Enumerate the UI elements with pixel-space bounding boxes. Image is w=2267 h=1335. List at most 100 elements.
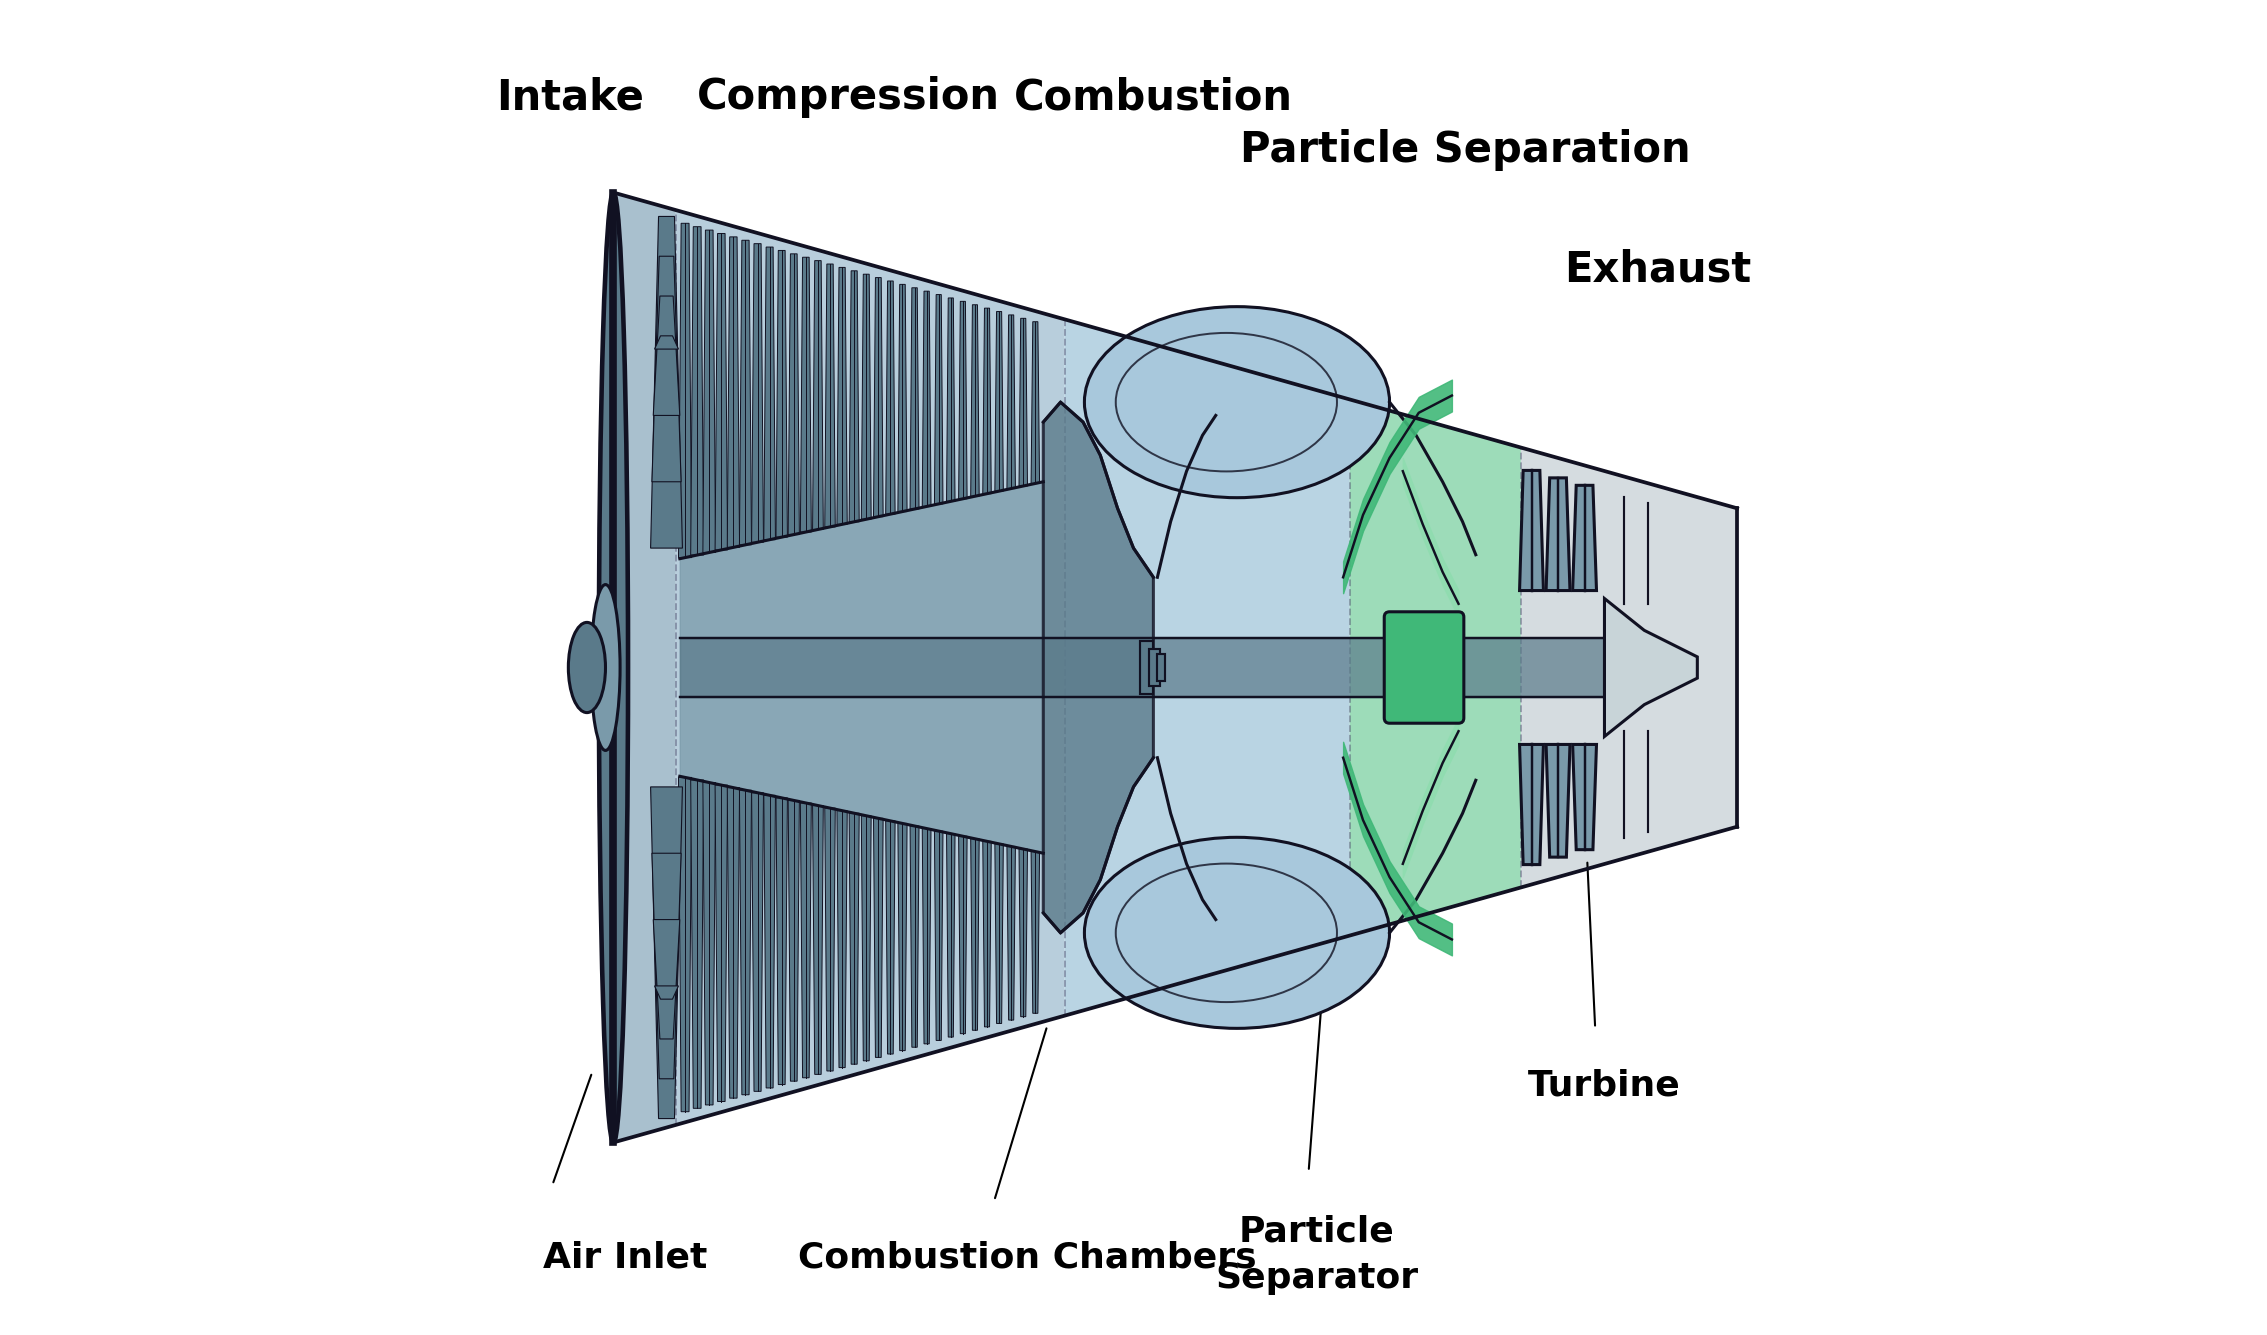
Polygon shape — [909, 288, 918, 509]
Text: Air Inlet: Air Inlet — [544, 1240, 707, 1275]
Polygon shape — [753, 244, 764, 542]
Polygon shape — [1519, 745, 1544, 865]
Polygon shape — [614, 192, 676, 1143]
Polygon shape — [775, 251, 787, 537]
Polygon shape — [1031, 852, 1041, 1013]
Polygon shape — [714, 785, 728, 1101]
Polygon shape — [678, 777, 691, 1112]
Polygon shape — [653, 920, 680, 1039]
Polygon shape — [825, 264, 834, 527]
Polygon shape — [753, 793, 764, 1091]
Polygon shape — [775, 798, 787, 1084]
Ellipse shape — [592, 585, 621, 750]
Ellipse shape — [1115, 864, 1338, 1003]
Polygon shape — [1065, 319, 1349, 1016]
Polygon shape — [861, 816, 871, 1061]
Polygon shape — [703, 230, 716, 553]
Text: Intake: Intake — [496, 76, 644, 117]
Polygon shape — [739, 790, 750, 1095]
Polygon shape — [886, 280, 895, 514]
Text: Particle Separation: Particle Separation — [1240, 129, 1691, 171]
Polygon shape — [1605, 598, 1698, 737]
Polygon shape — [886, 821, 895, 1055]
Text: Separator: Separator — [1215, 1260, 1419, 1295]
Polygon shape — [898, 284, 907, 511]
Polygon shape — [934, 295, 943, 503]
Polygon shape — [1573, 745, 1596, 849]
Polygon shape — [970, 838, 979, 1031]
Polygon shape — [728, 788, 739, 1099]
Polygon shape — [1031, 322, 1041, 483]
Polygon shape — [923, 829, 932, 1044]
Polygon shape — [789, 254, 800, 534]
Polygon shape — [703, 782, 716, 1105]
Polygon shape — [995, 311, 1004, 491]
Polygon shape — [850, 271, 859, 522]
Polygon shape — [923, 291, 932, 506]
Polygon shape — [850, 813, 859, 1064]
Polygon shape — [812, 260, 823, 530]
Polygon shape — [970, 304, 979, 497]
Polygon shape — [653, 853, 680, 1079]
Polygon shape — [812, 805, 823, 1075]
Polygon shape — [984, 841, 991, 1027]
Polygon shape — [1546, 478, 1571, 590]
Polygon shape — [678, 223, 691, 558]
Polygon shape — [1140, 641, 1154, 694]
Polygon shape — [764, 796, 775, 1088]
Polygon shape — [1043, 402, 1154, 933]
Polygon shape — [873, 818, 884, 1057]
FancyBboxPatch shape — [1385, 611, 1464, 724]
Polygon shape — [676, 210, 1065, 1125]
Polygon shape — [948, 833, 954, 1037]
Polygon shape — [861, 274, 871, 519]
Polygon shape — [1149, 649, 1161, 686]
Text: Exhaust: Exhaust — [1564, 248, 1750, 291]
Polygon shape — [1007, 315, 1016, 489]
Polygon shape — [655, 336, 678, 348]
Polygon shape — [1546, 745, 1571, 857]
Ellipse shape — [598, 192, 628, 1143]
Polygon shape — [959, 836, 968, 1033]
Polygon shape — [984, 308, 991, 494]
Polygon shape — [995, 844, 1004, 1024]
Polygon shape — [959, 302, 968, 499]
Text: Compression: Compression — [696, 76, 1000, 117]
Polygon shape — [789, 801, 800, 1081]
Polygon shape — [825, 808, 834, 1071]
Polygon shape — [909, 826, 918, 1047]
Polygon shape — [764, 247, 775, 539]
Polygon shape — [714, 234, 728, 550]
Text: Combustion: Combustion — [1013, 76, 1292, 117]
Polygon shape — [873, 278, 884, 517]
Polygon shape — [800, 802, 812, 1077]
Polygon shape — [653, 256, 680, 482]
Polygon shape — [1018, 849, 1027, 1017]
Polygon shape — [800, 258, 812, 533]
Polygon shape — [739, 240, 750, 545]
Polygon shape — [837, 267, 848, 525]
Polygon shape — [653, 296, 680, 415]
Ellipse shape — [1084, 307, 1390, 498]
Polygon shape — [1158, 654, 1165, 681]
Text: Particle: Particle — [1238, 1215, 1394, 1248]
Polygon shape — [651, 216, 682, 549]
Polygon shape — [1521, 447, 1737, 888]
Text: Turbine: Turbine — [1528, 1068, 1680, 1103]
Polygon shape — [948, 298, 954, 502]
Polygon shape — [1519, 470, 1544, 590]
Ellipse shape — [1084, 837, 1390, 1028]
Polygon shape — [651, 786, 682, 1119]
Ellipse shape — [1115, 332, 1338, 471]
Polygon shape — [898, 824, 907, 1051]
Ellipse shape — [569, 622, 605, 713]
Polygon shape — [934, 832, 943, 1040]
Polygon shape — [1018, 318, 1027, 486]
Polygon shape — [1007, 846, 1016, 1020]
Text: Combustion Chambers: Combustion Chambers — [798, 1240, 1256, 1275]
Polygon shape — [1349, 399, 1521, 936]
Polygon shape — [691, 227, 703, 555]
Polygon shape — [837, 810, 848, 1068]
Polygon shape — [1573, 486, 1596, 590]
Polygon shape — [691, 780, 703, 1108]
